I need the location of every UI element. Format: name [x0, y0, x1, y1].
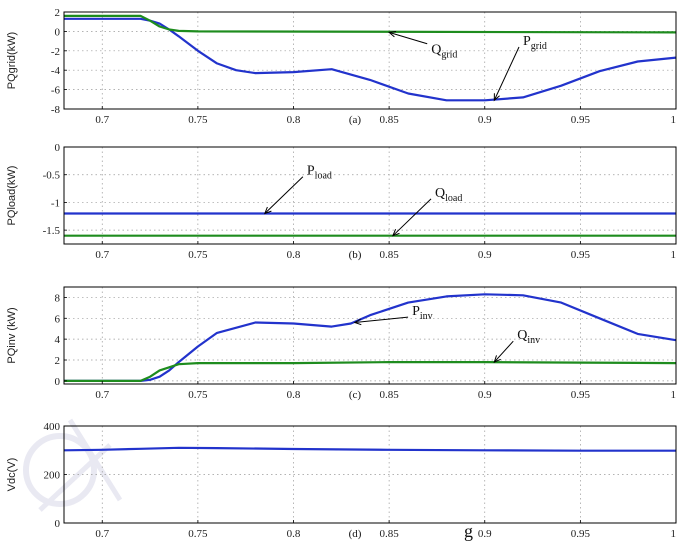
panel-a: 0.7 0.75 0.8 0.85 0.9 0.95 1 2 0 -2 -4 -6 -8 PQgrid(k… [6, 7, 677, 126]
y-tick-label: 6 [55, 313, 61, 325]
arrowhead [493, 355, 501, 364]
annotation-arrow [493, 340, 514, 363]
x-tick-label: 0.8 [287, 528, 301, 540]
x-tick-label: 0.9 [478, 389, 492, 401]
annotation-subscript: grid [531, 41, 547, 52]
panel-caption: (c) [349, 389, 362, 401]
x-tick-label: 0.95 [571, 249, 591, 261]
x-tick-label: 0.7 [95, 249, 109, 261]
annotation-subscript: inv [420, 311, 433, 322]
y-tick-label: -8 [51, 104, 61, 116]
series-Vdc [63, 446, 676, 452]
annotation-subscript: load [315, 171, 332, 182]
x-tick-label: 0.7 [95, 528, 109, 540]
x-tick-label: 1 [671, 528, 677, 540]
x-tick-label: 0.95 [571, 528, 591, 540]
y-tick-label: 200 [44, 470, 61, 482]
x-tick-label: 0.7 [95, 114, 109, 126]
annotation-Qinv: Qinv [493, 328, 540, 364]
y-tick-label: -1 [51, 197, 60, 209]
annotation-label: Qinv [517, 328, 540, 346]
x-tick-label: 0.9 [478, 249, 492, 261]
y-tick-label: -1.5 [43, 225, 61, 237]
stray-glyph: g [464, 521, 473, 541]
annotation-label: Qload [435, 186, 462, 204]
annotation-subscript: load [445, 193, 462, 204]
plot-frame [63, 11, 677, 110]
arrowhead [353, 318, 362, 326]
panel-caption: (b) [349, 249, 362, 261]
y-tick-label: 400 [44, 421, 61, 433]
x-tick-label: 0.85 [380, 249, 400, 261]
y-tick-label: 4 [55, 334, 61, 346]
annotation-arrow [264, 176, 304, 214]
annotation-subscript: grid [441, 50, 457, 61]
annotation-label: Pgrid [523, 34, 547, 52]
x-tick-label: 0.9 [478, 528, 492, 540]
x-tick-label: 0.75 [188, 114, 208, 126]
y-tick-label: 8 [55, 292, 61, 304]
x-tick-label: 0.75 [188, 249, 208, 261]
y-tick-label: 0 [55, 26, 61, 38]
arrowhead [392, 229, 400, 237]
series-Qinv [64, 361, 677, 382]
series-Qgrid [64, 14, 677, 34]
watermark [23, 418, 123, 512]
y-tick-label: -6 [51, 85, 61, 97]
panel-caption: (a) [349, 114, 362, 126]
annotation-label: Pload [307, 164, 332, 182]
y-axis-label: PQinv (kW) [6, 307, 18, 363]
y-tick-label: -2 [51, 46, 60, 58]
plot-frame [63, 286, 677, 385]
y-tick-label: 2 [55, 355, 61, 367]
annotation-subscript: inv [527, 335, 540, 346]
x-tick-label: 1 [671, 389, 677, 401]
y-tick-label: 0 [55, 376, 61, 388]
annotation-Pload: Pload [263, 164, 332, 215]
y-tick-label: 2 [55, 7, 61, 19]
annotation-label: Pinv [412, 304, 433, 322]
panel-caption: (d) [349, 528, 362, 540]
x-tick-label: 0.7 [95, 389, 109, 401]
y-tick-label: 0 [55, 518, 61, 530]
annotation-Qload: Qload [392, 186, 462, 237]
series-Pgrid [64, 17, 677, 102]
x-tick-label: 0.85 [380, 389, 400, 401]
x-tick-label: 0.75 [188, 389, 208, 401]
annotation-arrow [388, 31, 428, 45]
panel-d: 0.7 0.75 0.8 0.85 0.9 0.95 1 400 200 0 Vdc(V) (d) [6, 421, 677, 540]
y-tick-label: -0.5 [43, 170, 61, 182]
x-tick-label: 0.8 [287, 114, 301, 126]
arrowhead [493, 93, 500, 102]
x-tick-label: 0.8 [287, 389, 301, 401]
x-tick-label: 0.95 [571, 114, 591, 126]
x-tick-label: 0.85 [380, 114, 400, 126]
y-tick-label: -4 [51, 65, 61, 77]
annotation-arrow [493, 46, 520, 101]
plot-frame [63, 146, 677, 245]
y-axis-label: PQgrid(kW) [6, 32, 18, 89]
annotation-Pgrid: Pgrid [493, 34, 547, 102]
x-tick-label: 1 [671, 249, 677, 261]
x-tick-label: 1 [671, 114, 677, 126]
panel-c: 0.7 0.75 0.8 0.85 0.9 0.95 1 8 6 4 2 0 PQinv (kW) (c)… [6, 286, 677, 401]
annotation-arrow [354, 316, 409, 323]
panel-b: 0.7 0.75 0.8 0.85 0.9 0.95 1 0 -0.5 -1 -1.5 PQload(… [6, 142, 677, 261]
y-tick-label: 0 [55, 142, 61, 154]
annotation-label: Qgrid [431, 43, 457, 61]
series-Pinv [64, 293, 677, 382]
x-tick-label: 0.75 [188, 528, 208, 540]
annotation-Qgrid: Qgrid [387, 31, 457, 61]
x-tick-label: 0.9 [478, 114, 492, 126]
x-tick-label: 0.8 [287, 249, 301, 261]
arrowhead [387, 31, 397, 38]
x-tick-label: 0.95 [571, 389, 591, 401]
annotation-arrow [392, 198, 432, 237]
arrowhead [263, 206, 272, 215]
y-axis-label: Vdc(V) [6, 458, 18, 492]
x-tick-label: 0.85 [380, 528, 400, 540]
y-axis-label: PQload(kW) [6, 166, 18, 226]
